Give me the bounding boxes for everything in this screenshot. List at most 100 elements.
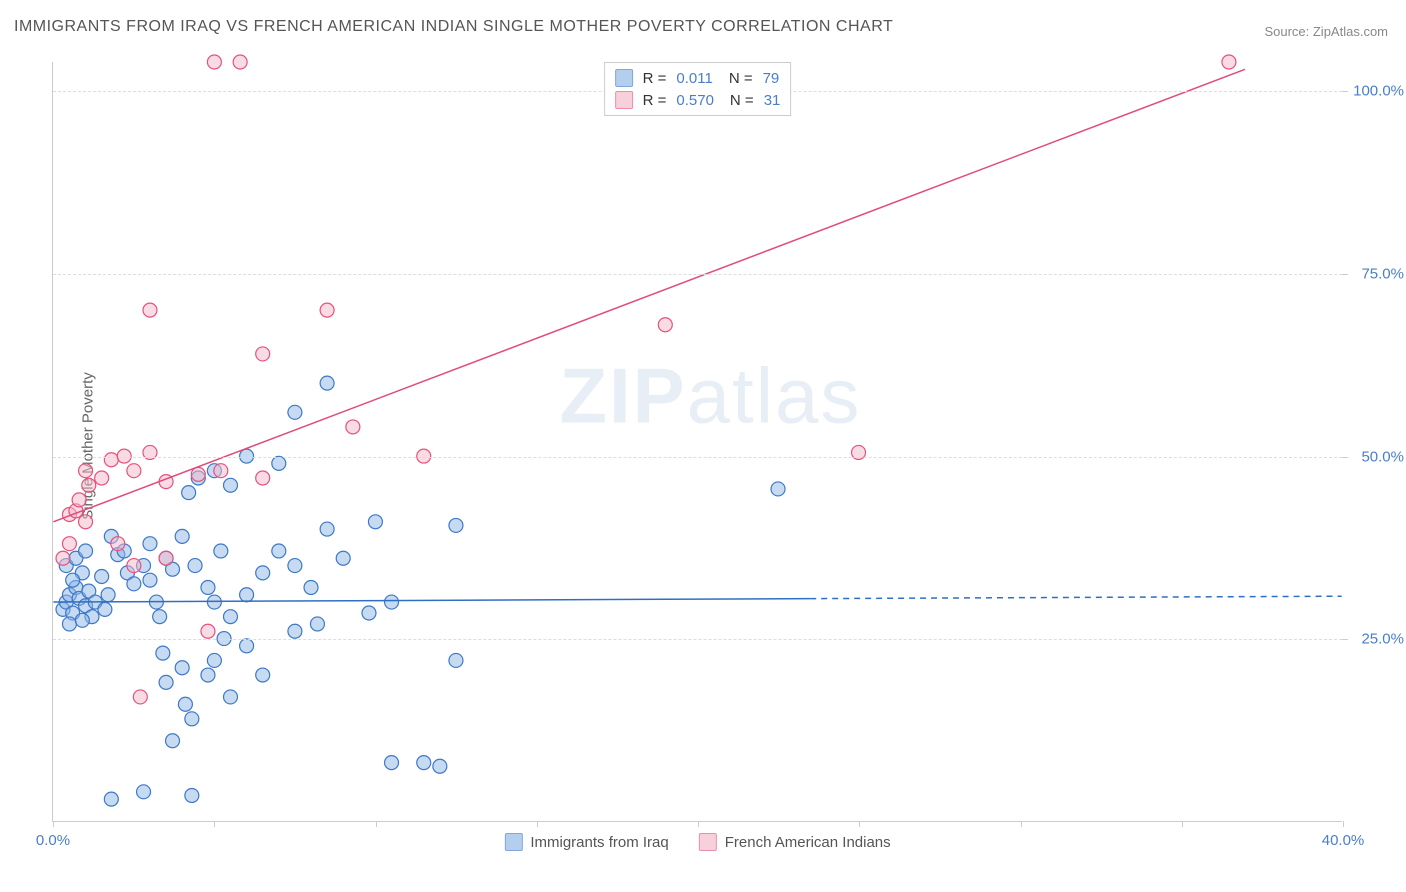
data-point	[223, 690, 237, 704]
legend-N-label-2: N =	[730, 92, 754, 109]
data-point	[127, 559, 141, 573]
legend-bottom-item-1: Immigrants from Iraq	[504, 833, 668, 851]
y-tick-label: 50.0%	[1349, 448, 1404, 465]
y-tick-label: 100.0%	[1349, 83, 1404, 100]
data-point	[346, 420, 360, 434]
data-point	[433, 759, 447, 773]
legend-N-val-1: 79	[763, 70, 780, 87]
data-point	[256, 471, 270, 485]
data-point	[62, 617, 76, 631]
data-point	[320, 522, 334, 536]
data-point	[288, 624, 302, 638]
data-point	[288, 405, 302, 419]
data-point	[62, 537, 76, 551]
y-tick-label: 75.0%	[1349, 265, 1404, 282]
page-title: IMMIGRANTS FROM IRAQ VS FRENCH AMERICAN …	[14, 18, 893, 36]
data-point	[79, 464, 93, 478]
data-point	[207, 653, 221, 667]
legend-bottom: Immigrants from Iraq French American Ind…	[504, 833, 890, 851]
data-point	[143, 303, 157, 317]
data-point	[207, 55, 221, 69]
data-point	[79, 544, 93, 558]
data-point	[143, 573, 157, 587]
data-point	[368, 515, 382, 529]
data-point	[336, 551, 350, 565]
legend-top: R = 0.011 N = 79 R = 0.570 N = 31	[604, 62, 792, 116]
data-point	[182, 486, 196, 500]
data-point	[272, 456, 286, 470]
data-point	[256, 668, 270, 682]
data-point	[320, 376, 334, 390]
data-point	[240, 588, 254, 602]
legend-N-val-2: 31	[764, 92, 781, 109]
data-point	[201, 580, 215, 594]
plot-area: ZIPatlas R = 0.011 N = 79 R = 0.570 N = …	[52, 62, 1342, 822]
data-point	[178, 697, 192, 711]
swatch-series1	[615, 69, 633, 87]
data-point	[223, 478, 237, 492]
data-point	[191, 467, 205, 481]
data-point	[256, 347, 270, 361]
data-point	[214, 544, 228, 558]
trend-line	[53, 69, 1245, 521]
x-tick-label: 40.0%	[1322, 832, 1365, 849]
data-point	[449, 653, 463, 667]
data-point	[288, 559, 302, 573]
data-point	[201, 624, 215, 638]
legend-bottom-label-1: Immigrants from Iraq	[530, 834, 668, 851]
swatch-series2	[615, 91, 633, 109]
data-point	[233, 55, 247, 69]
y-tick-label: 25.0%	[1349, 631, 1404, 648]
legend-N-label: N =	[729, 70, 753, 87]
swatch-series2-b	[699, 833, 717, 851]
legend-R-label: R =	[643, 70, 667, 87]
data-point	[104, 453, 118, 467]
data-point	[256, 566, 270, 580]
data-point	[304, 580, 318, 594]
data-point	[104, 792, 118, 806]
plot-svg	[53, 62, 1342, 821]
swatch-series1-b	[504, 833, 522, 851]
data-point	[385, 595, 399, 609]
data-point	[240, 639, 254, 653]
data-point	[137, 785, 151, 799]
data-point	[156, 646, 170, 660]
data-point	[143, 537, 157, 551]
data-point	[95, 471, 109, 485]
data-point	[185, 788, 199, 802]
data-point	[320, 303, 334, 317]
data-point	[159, 675, 173, 689]
data-point	[417, 756, 431, 770]
data-point	[79, 515, 93, 529]
data-point	[153, 610, 167, 624]
data-point	[75, 613, 89, 627]
data-point	[214, 464, 228, 478]
data-point	[362, 606, 376, 620]
legend-R-val-2: 0.570	[676, 92, 714, 109]
legend-row-series1: R = 0.011 N = 79	[615, 67, 781, 89]
data-point	[658, 318, 672, 332]
source-attribution: Source: ZipAtlas.com	[1264, 24, 1388, 39]
data-point	[185, 712, 199, 726]
data-point	[310, 617, 324, 631]
data-point	[133, 690, 147, 704]
data-point	[188, 559, 202, 573]
data-point	[175, 529, 189, 543]
legend-row-series2: R = 0.570 N = 31	[615, 89, 781, 111]
data-point	[385, 756, 399, 770]
legend-R-val-1: 0.011	[676, 70, 712, 87]
data-point	[272, 544, 286, 558]
data-point	[771, 482, 785, 496]
trend-line	[53, 599, 810, 602]
data-point	[223, 610, 237, 624]
data-point	[175, 661, 189, 675]
x-tick-label: 0.0%	[36, 832, 70, 849]
legend-R-label-2: R =	[643, 92, 667, 109]
data-point	[101, 588, 115, 602]
data-point	[166, 734, 180, 748]
data-point	[72, 493, 86, 507]
data-point	[56, 551, 70, 565]
data-point	[82, 478, 96, 492]
data-point	[449, 518, 463, 532]
data-point	[1222, 55, 1236, 69]
